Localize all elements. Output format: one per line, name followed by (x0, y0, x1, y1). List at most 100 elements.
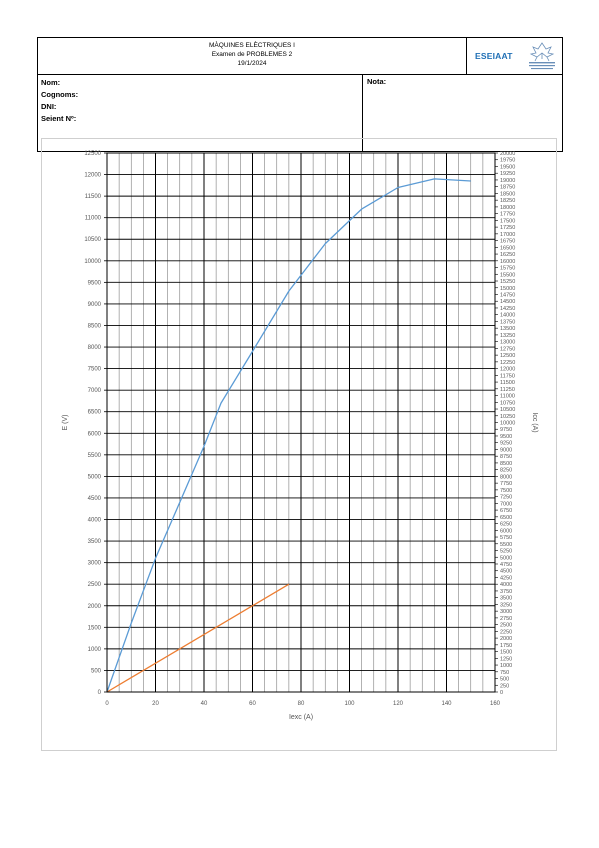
y2-tick-label: 17750 (500, 212, 515, 218)
y-tick-label: 11500 (85, 194, 102, 200)
y-tick-label: 9000 (88, 302, 102, 308)
y2-tick-label: 8000 (500, 474, 512, 480)
exam-date: 19/1/2024 (237, 60, 267, 67)
y2-tick-label: 14750 (500, 292, 515, 298)
y2-tick-label: 15500 (500, 272, 515, 278)
title-row: MÀQUINES ELÈCTRIQUES I Examen de PROBLEM… (38, 38, 562, 75)
x-tick-label: 60 (249, 701, 256, 707)
y2-tick-label: 13750 (500, 319, 515, 325)
y-axis-title: E (V) (62, 415, 69, 431)
y2-tick-label: 11250 (500, 387, 515, 393)
exam-header: MÀQUINES ELÈCTRIQUES I Examen de PROBLEM… (37, 37, 563, 152)
nom-field-label: Nom: (41, 78, 61, 87)
y-tick-label: 7500 (88, 367, 102, 373)
y2-tick-label: 18000 (500, 205, 515, 211)
y2-tick-label: 15000 (500, 286, 515, 292)
y2-tick-label: 20000 (500, 151, 515, 157)
y2-tick-label: 12000 (500, 367, 515, 373)
seient-field-label: Seient Nº: (41, 114, 77, 123)
y2-tick-label: 5500 (500, 542, 512, 548)
y2-tick-label: 7000 (500, 501, 512, 507)
y2-tick-label: 3250 (500, 602, 512, 608)
y2-tick-label: 16000 (500, 259, 515, 265)
y-tick-label: 7000 (88, 388, 102, 394)
y2-tick-label: 2000 (500, 636, 512, 642)
y-tick-label: 6500 (88, 410, 102, 416)
grade-box: Nota: (362, 74, 564, 152)
y2-tick-label: 750 (500, 670, 509, 676)
y2-tick-label: 1250 (500, 656, 512, 662)
y2-tick-label: 2500 (500, 623, 512, 629)
x-tick-label: 100 (344, 701, 355, 707)
y2-tick-label: 6250 (500, 522, 512, 528)
y2-tick-label: 5750 (500, 535, 512, 541)
y2-tick-label: 7750 (500, 481, 512, 487)
plot-area-border (106, 152, 496, 693)
y2-tick-label: 13000 (500, 340, 515, 346)
y2-tick-label: 2750 (500, 616, 512, 622)
y2-tick-label: 15750 (500, 266, 515, 272)
x-axis-title: Iexc (A) (289, 714, 313, 721)
eseiaat-logo: ESEIAAT (475, 51, 513, 61)
y2-tick-label: 10250 (500, 414, 515, 420)
y-tick-label: 5000 (88, 474, 102, 480)
y2-tick-label: 8500 (500, 461, 512, 467)
x-tick-label: 80 (298, 701, 305, 707)
y2-tick-label: 12500 (500, 353, 515, 359)
magnetization-chart: 0500100015002000250030003500400045005000… (62, 151, 538, 721)
y2-tick-label: 4250 (500, 575, 512, 581)
y2-tick-label: 3500 (500, 596, 512, 602)
y2-tick-label: 6500 (500, 515, 512, 521)
cognoms-field-label: Cognoms: (41, 90, 79, 99)
y2-tick-label: 19000 (500, 178, 515, 184)
y-tick-label: 5500 (88, 453, 102, 459)
y2-tick-label: 9500 (500, 434, 512, 440)
y2-tick-label: 500 (500, 677, 509, 683)
y2-tick-label: 18750 (500, 185, 515, 191)
y2-tick-label: 1000 (500, 663, 512, 669)
y2-tick-label: 19250 (500, 171, 515, 177)
y2-tick-label: 2250 (500, 629, 512, 635)
y2-tick-label: 18500 (500, 191, 515, 197)
y2-tick-label: 1500 (500, 650, 512, 656)
y2-tick-label: 3000 (500, 609, 512, 615)
y2-tick-label: 16750 (500, 239, 515, 245)
y2-tick-label: 17000 (500, 232, 515, 238)
y2-tick-label: 1750 (500, 643, 512, 649)
y2-tick-label: 16250 (500, 252, 515, 258)
y2-tick-label: 0 (500, 690, 503, 696)
university-logo-icon (529, 42, 555, 70)
y2-tick-label: 19500 (500, 164, 515, 170)
nota-field-label: Nota: (367, 77, 387, 86)
y-tick-label: 2500 (88, 582, 102, 588)
y2-tick-label: 17500 (500, 218, 515, 224)
exam-title: MÀQUINES ELÈCTRIQUES I Examen de PROBLEM… (38, 41, 466, 68)
y2-tick-label: 6000 (500, 528, 512, 534)
y-tick-label: 8500 (88, 323, 102, 329)
y-tick-label: 10000 (84, 259, 101, 265)
y2-tick-label: 13250 (500, 333, 515, 339)
y-tick-label: 4500 (88, 496, 102, 502)
y-tick-label: 11000 (85, 216, 102, 222)
y2-tick-label: 9000 (500, 447, 512, 453)
y-tick-label: 0 (98, 690, 102, 696)
y2-tick-label: 7250 (500, 495, 512, 501)
y2-tick-label: 11000 (500, 394, 515, 400)
y-tick-label: 8000 (88, 345, 102, 351)
y-tick-label: 12500 (84, 151, 101, 157)
y-tick-label: 3000 (88, 561, 102, 567)
y2-tick-label: 14000 (500, 313, 515, 319)
course-title: MÀQUINES ELÈCTRIQUES I (209, 42, 295, 49)
y2-tick-label: 10500 (500, 407, 515, 413)
y2-tick-label: 19750 (500, 158, 515, 164)
dni-field-label: DNI: (41, 102, 57, 111)
y2-tick-label: 11500 (500, 380, 515, 386)
y2-tick-label: 12250 (500, 360, 515, 366)
y-tick-label: 3500 (88, 539, 102, 545)
y2-tick-label: 12750 (500, 346, 515, 352)
y2-tick-label: 3750 (500, 589, 512, 595)
y-tick-label: 9500 (88, 280, 102, 286)
y-tick-label: 1000 (88, 647, 102, 653)
y2-tick-label: 15250 (500, 279, 515, 285)
y-tick-label: 12000 (84, 173, 101, 179)
